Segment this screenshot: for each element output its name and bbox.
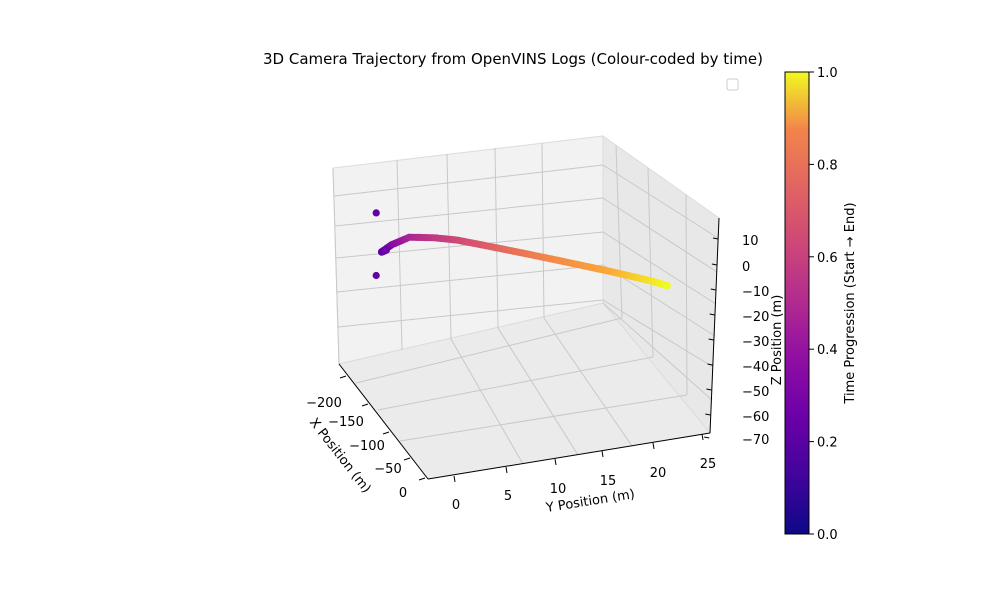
y-tick-label: 5 (504, 489, 512, 504)
grid-line (377, 356, 654, 411)
z-tick-mark (709, 313, 715, 316)
z-axis-line (709, 217, 720, 434)
z-tick-mark (705, 413, 711, 416)
axis-ticks: 0 −50 −100 −150 −200 0 5 10 15 20 25 10 0 −10 −20 −30 −4… (306, 234, 769, 513)
grid-line (647, 167, 654, 358)
colorbar-label: Time Progression (Start → End) (843, 202, 858, 404)
grid-line (334, 197, 604, 227)
y-tick-label: 15 (600, 474, 617, 489)
y-tick-mark (453, 475, 456, 483)
grid-line (355, 317, 623, 384)
colorbar-tick-label: 0.8 (817, 158, 838, 173)
y-tick-mark (554, 458, 557, 466)
grid-line (399, 394, 688, 442)
grid-line (450, 338, 524, 465)
z-tick-mark (711, 263, 717, 266)
x-tick-mark (403, 457, 411, 461)
colorbar: 0.0 0.2 0.4 0.6 0.8 1.0 Time Progression (Sta… (784, 66, 858, 543)
axis-lines (338, 217, 720, 480)
z-tick-label: 0 (742, 260, 750, 275)
grid-line (332, 167, 340, 365)
x-tick-label: 0 (399, 486, 407, 501)
y-tick-label: 10 (550, 482, 567, 497)
grid-line (685, 194, 688, 396)
y-axis-line (427, 432, 711, 480)
grid-line (602, 164, 719, 239)
grid-line (543, 317, 633, 447)
grid-line (497, 327, 579, 456)
z-tick-label: −60 (742, 410, 769, 425)
x-tick-mark (361, 403, 369, 407)
z-tick-mark (708, 338, 714, 341)
colorbar-gradient (784, 71, 810, 535)
y-tick-mark (701, 433, 704, 441)
y-tick-mark (652, 442, 655, 450)
grid-lines (332, 142, 719, 465)
y-tick-mark (505, 466, 508, 474)
x-tick-mark (382, 431, 390, 435)
colorbar-tick-label: 0.2 (817, 436, 838, 451)
z-tick-label: −40 (742, 360, 769, 375)
colorbar-tick-label: 0.0 (817, 528, 838, 543)
grid-line (494, 147, 499, 329)
z-tick-mark (712, 237, 719, 240)
y-tick-label: 20 (650, 466, 667, 481)
grid-line (615, 145, 623, 319)
outlier-point (372, 271, 380, 280)
z-tick-mark (704, 436, 710, 439)
legend-box (726, 78, 739, 91)
z-tick-label: −30 (742, 335, 769, 350)
grid-line (602, 231, 717, 305)
x-tick-label: −100 (349, 439, 385, 454)
grid-line (602, 197, 718, 273)
x-tick-mark (418, 477, 426, 481)
z-tick-label: 10 (742, 234, 759, 249)
z-tick-mark (707, 363, 713, 366)
grid-line (337, 299, 604, 328)
z-tick-mark (710, 288, 716, 291)
z-tick-label: −10 (742, 285, 769, 300)
y-tick-label: 0 (452, 498, 460, 513)
z-axis-label: Z Position (m) (770, 295, 785, 386)
x-tick-label: −200 (306, 396, 342, 411)
grid-line (336, 264, 604, 293)
x-tick-label: −50 (374, 462, 401, 477)
x-axis-line (338, 363, 429, 480)
x-tick-label: −150 (328, 415, 364, 430)
y-tick-label: 25 (700, 457, 717, 472)
outlier-point (372, 209, 380, 217)
z-tick-label: −50 (742, 385, 769, 400)
trajectory-points (372, 209, 671, 290)
grid-line (333, 164, 604, 197)
grid-line (602, 302, 713, 401)
z-tick-label: −70 (742, 433, 769, 448)
x-tick-mark (339, 375, 347, 379)
chart-title: 3D Camera Trajectory from OpenVINS Logs … (263, 50, 763, 68)
z-tick-label: −20 (742, 310, 769, 325)
trajectory-point (663, 282, 671, 290)
colorbar-tick-label: 1.0 (817, 66, 838, 81)
z-tick-mark (706, 388, 712, 391)
colorbar-tick-label: 0.6 (817, 251, 838, 266)
y-tick-mark (601, 450, 604, 458)
colorbar-tick-label: 0.4 (817, 343, 838, 358)
colorbar-ticks: 0.0 0.2 0.4 0.6 0.8 1.0 (809, 66, 838, 543)
start-cluster-point (382, 246, 391, 254)
grid-line (396, 159, 403, 351)
